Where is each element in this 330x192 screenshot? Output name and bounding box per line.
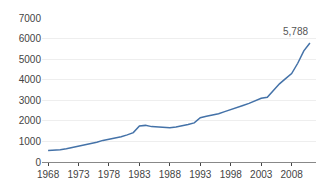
svg-text:1983: 1983: [128, 169, 151, 180]
svg-text:5,788: 5,788: [283, 26, 308, 37]
svg-text:1000: 1000: [19, 136, 42, 147]
svg-text:1988: 1988: [159, 169, 182, 180]
svg-text:0: 0: [35, 157, 41, 168]
svg-text:7000: 7000: [19, 13, 42, 24]
svg-text:1968: 1968: [37, 169, 60, 180]
svg-text:1993: 1993: [189, 169, 212, 180]
svg-text:3000: 3000: [19, 95, 42, 106]
svg-text:4000: 4000: [19, 74, 42, 85]
svg-text:1998: 1998: [220, 169, 243, 180]
svg-text:1978: 1978: [98, 169, 121, 180]
svg-text:6000: 6000: [19, 33, 42, 44]
svg-text:5000: 5000: [19, 54, 42, 65]
svg-text:1973: 1973: [67, 169, 90, 180]
svg-text:2003: 2003: [250, 169, 273, 180]
svg-text:2000: 2000: [19, 115, 42, 126]
svg-text:2008: 2008: [281, 169, 304, 180]
